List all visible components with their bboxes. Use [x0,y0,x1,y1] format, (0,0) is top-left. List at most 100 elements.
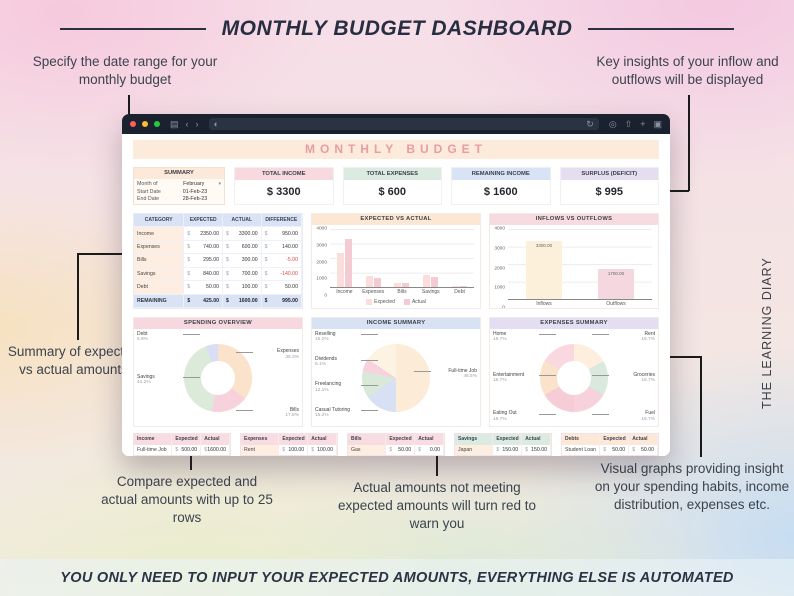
summary-row-start-date: Start Date 01-Feb-23 [134,189,224,195]
mini-table-header: Savings Expected Actual [455,434,551,445]
pie-label-groceries: Groceries 16.7% [592,372,655,384]
share-icon[interactable]: ⇧ [624,118,633,129]
x-axis-labels: Income Expenses Bills Savings Debt [336,289,465,295]
pie-label-bills: Bills 17.6% [236,407,299,419]
chart-title: EXPECTED VS ACTUAL [312,214,480,225]
bar-outflows: 1700.00 [598,269,634,299]
forward-icon[interactable]: › [195,118,199,129]
pie-label-full-time-job: Full-time Job 48.5% [414,368,477,380]
pie-label-fuel: Fuel 16.7% [592,410,655,422]
page-title: MONTHLY BUDGET DASHBOARD [221,17,573,40]
connector-line [77,253,79,340]
mini-table-header: Debts Expected Actual [562,434,658,445]
summary-row-end-date: End Date 28-Feb-23 [134,196,224,202]
pies-row: SPENDING OVERVIEW Expenses 35.3% Bills 17.6… [133,317,659,427]
annotation-date-range: Specify the date range for your monthly … [32,54,218,87]
bar-expenses-expected [365,276,373,287]
bar-savings-actual [431,276,439,287]
url-bar[interactable]: ◐ ↻ [208,118,599,130]
pie-label-savings: Savings 41.2% [137,374,200,386]
annotation-inflow-outflow: Key insights of your inflow and outflows… [596,54,779,87]
connector-line [190,444,192,470]
kpi-card-remaining-income: REMAINING INCOME $ 1600 [451,167,551,205]
brand-watermark: THE LEARNING DIARY [760,257,774,409]
category-row-expenses: Expenses $740.00 $600.00 $140.00 [134,240,302,255]
dashboard-title: MONTHLY BUDGET [133,140,659,159]
close-window-button[interactable] [130,121,136,127]
bar-value-label: 1700.00 [607,270,625,276]
inflows-vs-outflows-chart: INFLOWS VS OUTFLOWS 4000 3000 2000 1000 0 33… [489,213,659,309]
title-rule-right [588,28,735,30]
bar-debt-expected [452,286,460,287]
bar-group-expenses [359,229,388,287]
plot-area [330,229,474,288]
bar-value-label: 3300.00 [535,242,553,248]
pie-label-debt: Debt 5.9% [137,331,200,343]
y-axis: 4000 3000 2000 1000 0 [494,226,505,309]
bar-bills-actual [402,282,410,287]
pie-label-eating-out: Eating Out 16.7% [493,410,556,422]
connector-line [700,356,702,457]
summary-label: Start Date [137,188,161,195]
chart-title: SPENDING OVERVIEW [134,318,302,329]
mini-table-income: Income Expected Actual Full-time Job $500.00… [133,433,231,456]
mini-table-row: Japan $150.00 $150.00 [455,444,551,455]
chart-title: EXPENSES SUMMARY [490,318,658,329]
mini-table-row: Rent $100.00 $100.00 [241,444,337,455]
summary-label: Month of [137,180,158,187]
summary-row-month-of[interactable]: Month of February ▾ [134,181,224,187]
bar-group-outflows: 1700.00 [580,229,652,299]
mini-table-debts: Debts Expected Actual Student Loan $50.00 $50… [561,433,659,456]
legend-item-expected: Expected [366,299,395,305]
kpi-card-value: $ 3300 [266,186,301,198]
summary-value[interactable]: February [183,180,205,187]
pie-label-expenses: Expenses 35.3% [236,348,299,360]
back-icon[interactable]: ‹ [185,118,189,129]
kpi-card-value: $ 600 [378,186,407,198]
reload-icon[interactable]: ↻ [586,118,594,129]
connector-line [688,95,690,191]
annotation-25-rows: Compare expected and actual amounts with… [101,474,273,525]
category-row-bills: Bills $295.00 $300.00 $ -5.00 [134,254,302,268]
downloads-icon[interactable]: ◎ [608,118,617,129]
pie-label-entertainment: Entertainment 16.7% [493,372,556,384]
chart-title: INFLOWS VS OUTFLOWS [490,214,658,225]
browser-window: ▤ ‹ › ◐ ↻ ◎ ⇧ + ▣ MONTHLY BUDGET SUMMARY Mont… [122,114,670,456]
summary-value: 28-Feb-23 [182,196,208,203]
annotation-visual-graphs: Visual graphs providing insight on your … [594,461,790,512]
title-rule-left [59,28,206,30]
bar-debt-actual [460,285,468,287]
bar-group-inflows: 3300.00 [508,229,580,299]
connector-line [436,444,438,476]
page-title-row: MONTHLY BUDGET DASHBOARD [0,17,794,41]
new-tab-icon[interactable]: + [640,118,646,129]
mini-tables-row: Income Expected Actual Full-time Job $500.00… [133,433,659,456]
income-summary-chart: INCOME SUMMARY Full-time Job 48.5% Casual … [311,317,481,427]
expenses-summary-chart: EXPENSES SUMMARY Rent 16.7% Groceries 16.7%… [489,317,659,427]
category-row-debt: Debt $50.00 $100.00 $50.00 [134,281,302,295]
chart-title: INCOME SUMMARY [312,318,480,329]
kpi-card-label: SURPLUS (DEFICIT) [560,168,658,180]
pie-label-home: Home 16.7% [493,331,556,343]
annotation-red-warning: Actual amounts not meeting expected amou… [337,480,537,531]
dropdown-caret-icon[interactable]: ▾ [218,180,221,187]
kpi-card-label: TOTAL INCOME [235,168,333,180]
zoom-window-button[interactable] [154,121,160,127]
footer-text: YOU ONLY NEED TO INPUT YOUR EXPECTED AMO… [60,569,734,586]
donut-chart [540,343,608,412]
mini-table-row: Full-time Job $500.00 $1600.00 [134,444,230,455]
chart-legend: Expected Actual [312,296,480,308]
bar-bills-expected [394,282,402,287]
bar-savings-expected [423,274,431,287]
sidebar-icon[interactable]: ▤ [170,118,179,129]
minimize-window-button[interactable] [142,121,148,127]
budget-dashboard: MONTHLY BUDGET SUMMARY Month of February ▾… [122,134,670,456]
bar-expenses-actual [373,278,381,287]
kpi-card-value: $ 1600 [483,186,518,198]
connector-line [656,356,700,358]
pie-label-freelancing: Freelancing 12.1% [315,381,378,393]
pie-label-rent: Rent 16.7% [592,331,655,343]
tabs-icon[interactable]: ▣ [653,118,662,129]
expected-vs-actual-chart: EXPECTED VS ACTUAL 4000 3000 2000 1000 0 Inc… [311,213,481,309]
